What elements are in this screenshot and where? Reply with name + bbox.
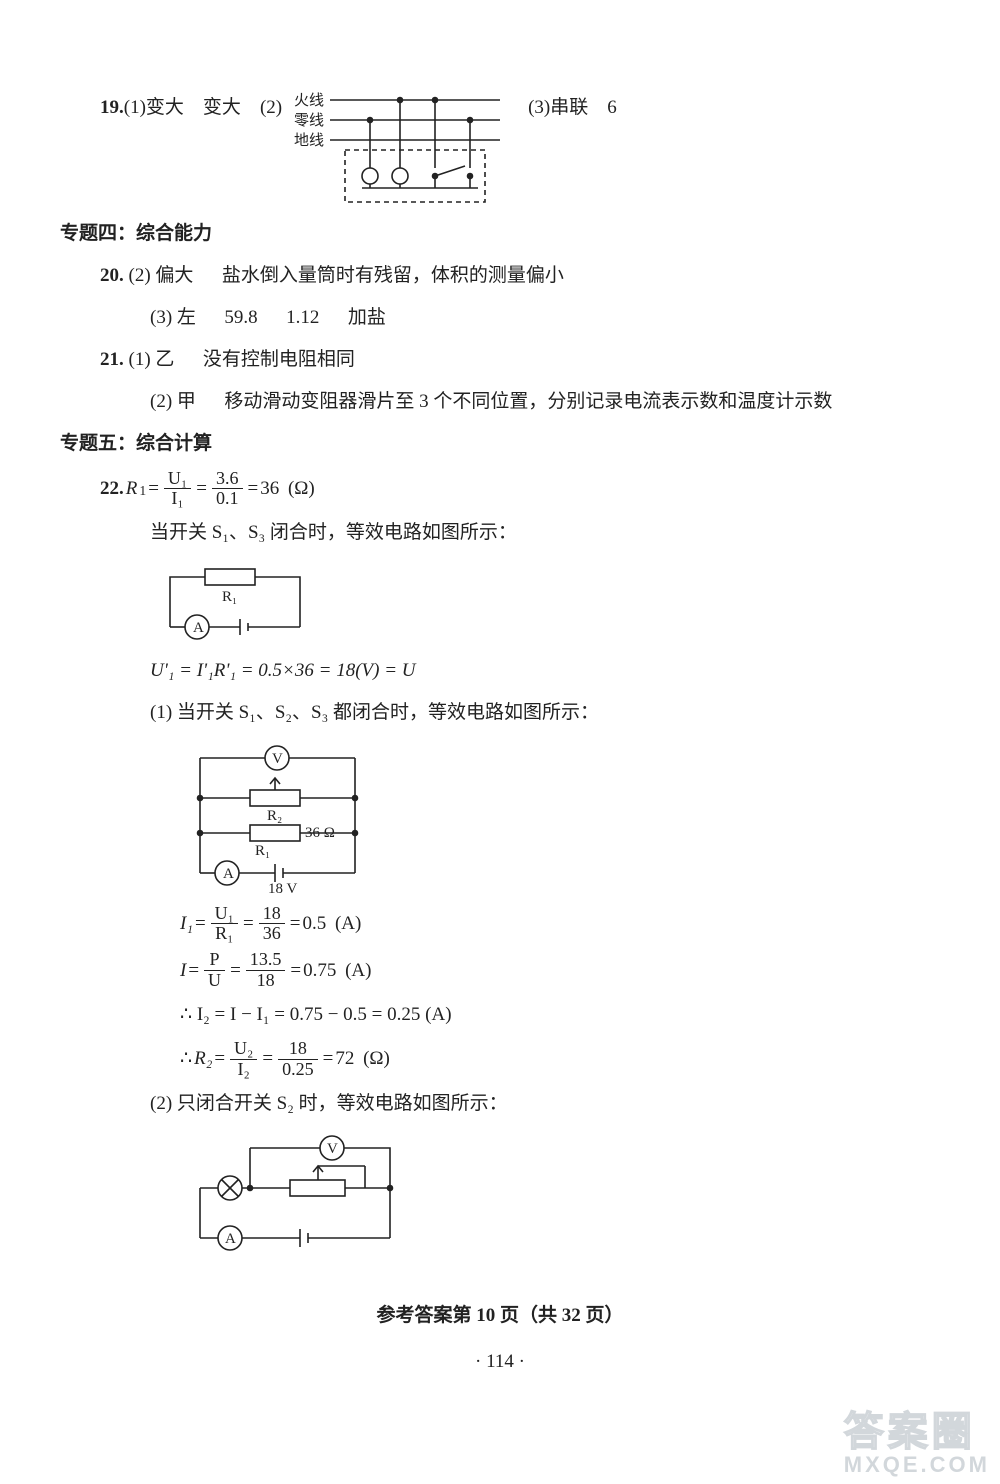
watermark-top: 答案圈 (844, 1411, 990, 1453)
fraction: 3.6 0.1 (212, 469, 243, 510)
q22-circuit2: V R₂ R₁ 36 Ω A 18 V (60, 738, 940, 898)
svg-text:A: A (225, 1231, 236, 1247)
svg-text:V: V (272, 751, 283, 767)
section4-heading: 专题四：综合能力 (60, 216, 940, 252)
q22-eqI: I = PU = 13.518 = 0.75 (A) (60, 950, 940, 991)
q22-eq1-lhs-sub: 1 (139, 478, 146, 504)
wire-neutral-label: 零线 (294, 112, 324, 129)
svg-text:36 Ω: 36 Ω (305, 825, 335, 841)
q20-p3-d: 加盐 (348, 307, 386, 328)
q22-eqI1: I₁ = U₁R₁ = 1836 = 0.5 (A) (60, 904, 940, 945)
q21-p1-label: (1) (129, 349, 151, 370)
q20-p3-a: 左 (177, 307, 196, 328)
q22-circuit1: R₁ A (60, 557, 940, 647)
svg-text:R₂: R₂ (267, 808, 282, 824)
q21-p2-label: (2) (150, 391, 172, 412)
q22-eq2: U'₁ = I'₁R'₁ = 0.5×36 = 18(V) = U (60, 653, 940, 689)
q19-p3-label: (3) (528, 90, 550, 126)
q22-p2-text: 只闭合开关 S₂ 时，等效电路如图所示： (177, 1093, 508, 1114)
svg-text:A: A (193, 620, 204, 636)
q22-p2: (2) 只闭合开关 S₂ 时，等效电路如图所示： (60, 1086, 940, 1122)
q22-p1-text: 当开关 S₁、S₂、S₃ 都闭合时，等效电路如图所示： (177, 702, 599, 723)
q20-number: 20. (100, 265, 124, 286)
q21-p2-a: 甲 (177, 391, 196, 412)
q20-p2-a: 偏大 (155, 265, 193, 286)
q22-line2: 当开关 S₁、S₃ 闭合时，等效电路如图所示： (60, 515, 940, 551)
q21-line2: (2) 甲 移动滑动变阻器滑片至 3 个不同位置，分别记录电流表示数和温度计示数 (60, 384, 940, 420)
q20-p3-label: (3) (150, 307, 172, 328)
svg-text:R₁: R₁ (222, 589, 237, 605)
q20-p3-b: 59.8 (224, 307, 257, 328)
q22-eqR2: ∴ R₂ = U₂I₂ = 180.25 = 72 (Ω) (60, 1039, 940, 1080)
q20-line2: (3) 左 59.8 1.12 加盐 (60, 300, 940, 336)
svg-text:18 V: 18 V (268, 881, 297, 897)
q22-eq1-result: 36 (260, 471, 279, 507)
q22-eq1-lhs: R (126, 471, 138, 507)
q21-p1-b: 没有控制电阻相同 (203, 349, 355, 370)
page-content: 19. (1) 变大 变大 (2) (60, 90, 940, 1380)
q22-number: 22. (100, 471, 124, 507)
fraction: U₁ I₁ (164, 469, 191, 510)
q22-circuit3: V A (60, 1128, 940, 1258)
q22-eqI2: ∴ I₂ = I − I₁ = 0.75 − 0.5 = 0.25 (A) (60, 997, 940, 1033)
svg-text:V: V (327, 1141, 338, 1157)
q20-p3-c: 1.12 (286, 307, 319, 328)
footer-page-number: · 114 · (60, 1344, 940, 1380)
section5-heading: 专题五：综合计算 (60, 426, 940, 462)
svg-text:A: A (223, 866, 234, 882)
q22-p2-label: (2) (150, 1093, 172, 1114)
q22-p1: (1) 当开关 S₁、S₂、S₃ 都闭合时，等效电路如图所示： (60, 695, 940, 731)
page: 19. (1) 变大 变大 (2) (0, 0, 1000, 1484)
q21-number: 21. (100, 349, 124, 370)
wire-ground-label: 地线 (294, 132, 324, 149)
q19-p3-b: 6 (607, 90, 617, 126)
q21-p1-a: 乙 (155, 349, 174, 370)
q19-p2-label: (2) (260, 90, 282, 126)
q20-p2-label: (2) (129, 265, 151, 286)
q19-number: 19. (100, 90, 124, 126)
q19-wiring-diagram: 火线 零线 地线 (290, 90, 510, 210)
q20-line1: 20. (2) 偏大 盐水倒入量筒时有残留，体积的测量偏小 (60, 258, 940, 294)
q22-p1-label: (1) (150, 702, 172, 723)
svg-text:R₁: R₁ (255, 843, 270, 859)
wire-live-label: 火线 (294, 92, 324, 109)
watermark-bottom: MXQE.COM (844, 1453, 990, 1476)
q21-line1: 21. (1) 乙 没有控制电阻相同 (60, 342, 940, 378)
q19-p1-label: (1) (124, 90, 146, 126)
q20-p2-b: 盐水倒入量筒时有残留，体积的测量偏小 (222, 265, 564, 286)
q19: 19. (1) 变大 变大 (2) (60, 90, 940, 210)
q19-p1-b: 变大 (203, 90, 241, 126)
q19-p1-a: 变大 (146, 90, 184, 126)
q19-p3-a: 串联 (550, 90, 588, 126)
watermark: 答案圈 MXQE.COM (844, 1411, 990, 1476)
q22-eq1: 22. R 1 = U₁ I₁ = 3.6 0.1 = 36 (Ω) (60, 469, 940, 510)
footer-answer-line: 参考答案第 10 页（共 32 页） (60, 1298, 940, 1334)
q22-eq1-unit: (Ω) (288, 471, 315, 507)
q21-p2-b: 移动滑动变阻器滑片至 3 个不同位置，分别记录电流表示数和温度计示数 (224, 391, 832, 412)
